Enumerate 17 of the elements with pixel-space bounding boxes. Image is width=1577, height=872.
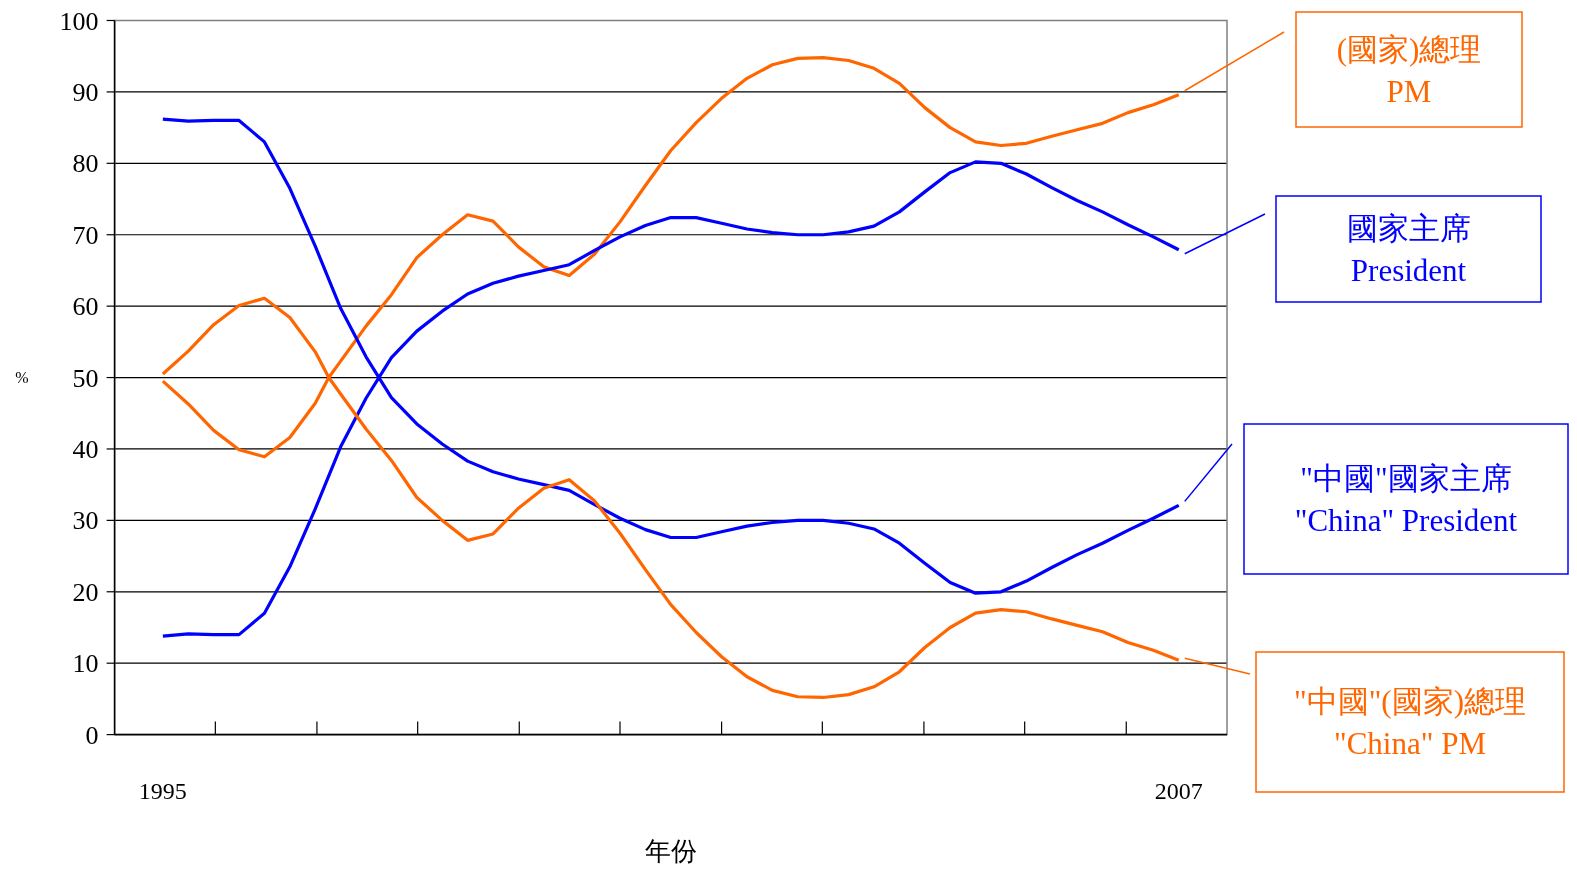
y-tick-label: 30	[72, 506, 99, 536]
y-tick-label: 0	[85, 720, 99, 750]
x-axis-title: 年份	[644, 837, 697, 866]
y-tick-label: 60	[72, 292, 99, 322]
legend-label: (國家)總理 PM	[1336, 31, 1482, 109]
legend-label: "中國"國家主席 "China" President	[1294, 461, 1518, 538]
y-tick-label: 40	[72, 434, 99, 464]
y-tick-label: 70	[72, 220, 99, 250]
y-tick-label: 50	[72, 363, 99, 393]
y-axis-title: %	[15, 368, 29, 386]
y-tick-label: 20	[72, 577, 99, 607]
y-tick-label: 100	[59, 6, 99, 36]
y-tick-label: 10	[72, 649, 99, 679]
x-tick-label: 1995	[138, 777, 187, 804]
x-tick-label: 2007	[1154, 777, 1203, 804]
y-tick-label: 90	[72, 77, 99, 107]
y-tick-label: 80	[72, 149, 99, 179]
